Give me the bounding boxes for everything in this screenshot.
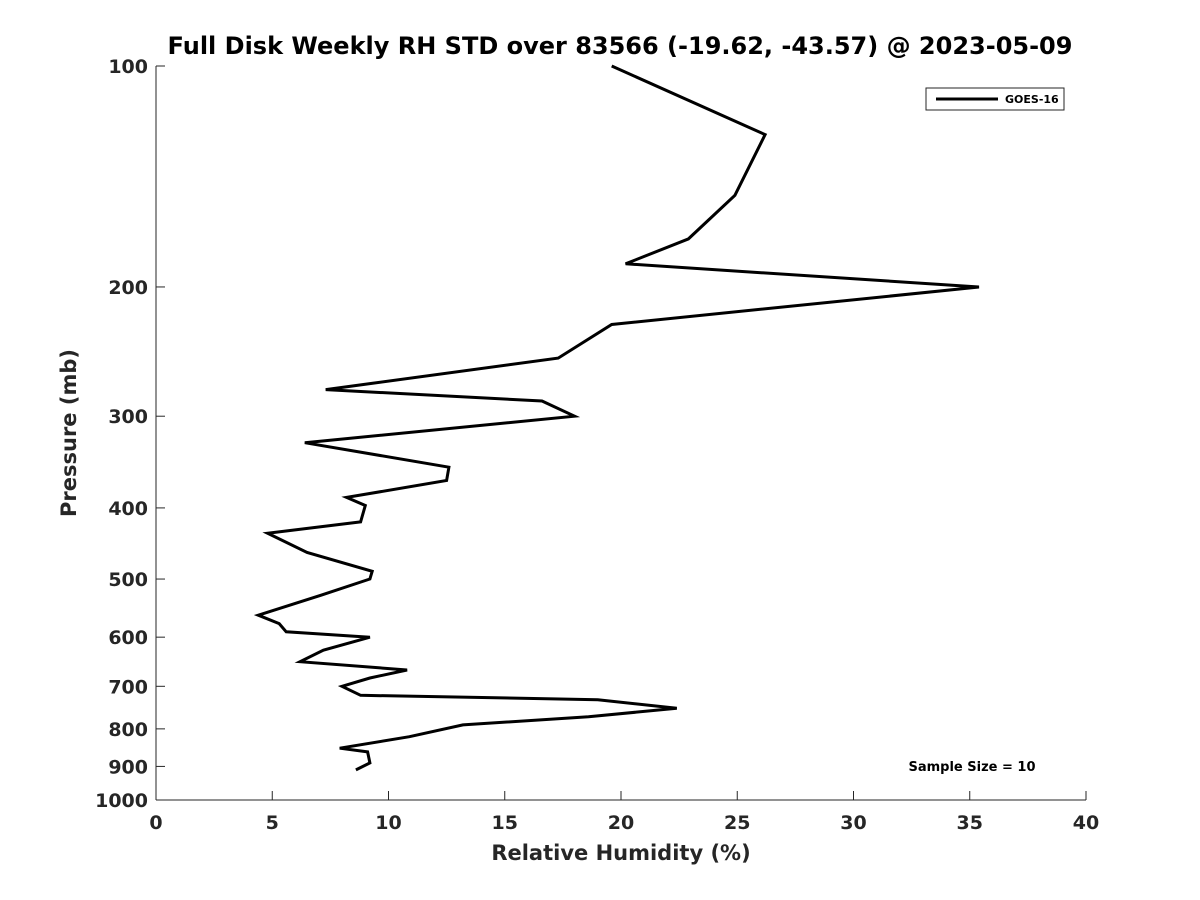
y-tick-label: 600 bbox=[108, 627, 148, 649]
x-tick-label: 10 bbox=[375, 812, 401, 834]
x-axis-ticks: 0 5 10 15 20 25 30 35 40 bbox=[149, 791, 1099, 834]
y-axis-ticks: 100 200 300 400 500 600 700 800 900 1000 bbox=[95, 56, 165, 812]
x-tick-label: 5 bbox=[266, 812, 279, 834]
sample-size-annotation: Sample Size = 10 bbox=[908, 760, 1035, 775]
x-tick-label: 40 bbox=[1073, 812, 1099, 834]
x-tick-label: 35 bbox=[957, 812, 983, 834]
y-tick-label: 200 bbox=[108, 277, 148, 299]
x-axis-label: Relative Humidity (%) bbox=[491, 841, 750, 865]
y-tick-label: 500 bbox=[108, 569, 148, 591]
y-tick-label: 100 bbox=[108, 56, 148, 78]
y-axis-label: Pressure (mb) bbox=[57, 349, 81, 517]
x-tick-label: 15 bbox=[492, 812, 518, 834]
chart-title: Full Disk Weekly RH STD over 83566 (-19.… bbox=[168, 32, 1073, 60]
x-tick-label: 0 bbox=[149, 812, 162, 834]
y-tick-label: 900 bbox=[108, 756, 148, 778]
y-tick-label: 300 bbox=[108, 406, 148, 428]
y-tick-label: 400 bbox=[108, 498, 148, 520]
x-tick-label: 25 bbox=[724, 812, 750, 834]
legend: GOES-16 bbox=[925, 87, 1065, 111]
legend-label-goes16: GOES-16 bbox=[1005, 93, 1059, 106]
x-tick-label: 20 bbox=[608, 812, 634, 834]
series-layer bbox=[253, 64, 980, 772]
y-tick-label: 1000 bbox=[95, 790, 148, 812]
y-tick-label: 800 bbox=[108, 719, 148, 741]
y-tick-label: 700 bbox=[108, 676, 148, 698]
series-line-goes-16 bbox=[253, 64, 980, 772]
x-tick-label: 30 bbox=[840, 812, 866, 834]
